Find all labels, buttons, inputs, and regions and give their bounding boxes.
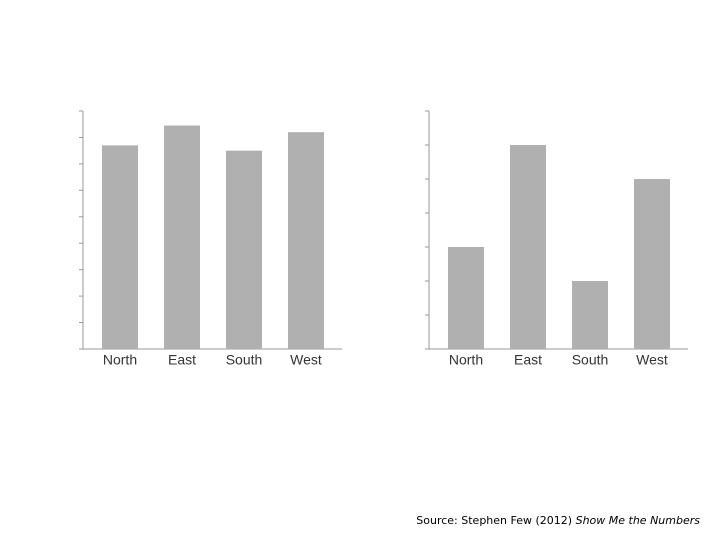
source-title: Show Me the Numbers (576, 514, 701, 527)
source-note: Source: Stephen Few (2012) Show Me the N… (416, 514, 700, 527)
bar (634, 179, 670, 349)
bar (164, 125, 200, 350)
x-tick-label: East (168, 352, 196, 368)
bar (226, 150, 262, 349)
x-tick-label: West (290, 352, 322, 368)
x-tick-label: East (514, 352, 542, 368)
bar (102, 145, 138, 349)
bar (510, 145, 546, 349)
x-tick-label: South (226, 352, 263, 368)
source-text: Source: Stephen Few (2012) (416, 514, 572, 527)
x-tick-label: North (449, 352, 483, 368)
bar (572, 281, 608, 349)
bar (288, 132, 324, 349)
x-tick-label: North (103, 352, 137, 368)
bar (448, 247, 484, 349)
x-tick-label: West (636, 352, 668, 368)
x-tick-label: South (572, 352, 609, 368)
